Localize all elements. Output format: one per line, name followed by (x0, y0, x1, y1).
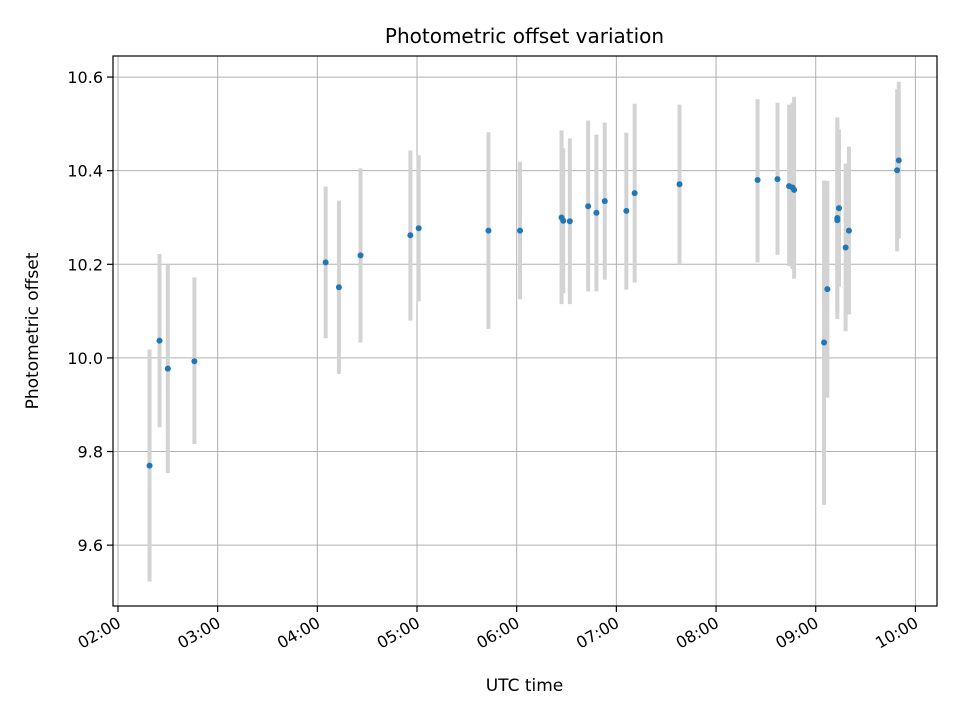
data-point (566, 218, 573, 225)
x-axis-title: UTC time (486, 676, 564, 696)
data-point (585, 203, 592, 210)
data-point (791, 186, 798, 193)
data-point (895, 157, 902, 164)
data-point (631, 190, 638, 197)
data-point (164, 365, 171, 372)
data-point (156, 337, 163, 344)
data-point (601, 198, 608, 205)
point-layer (146, 157, 902, 469)
data-point (415, 225, 422, 232)
data-point (754, 177, 761, 184)
y-tick-label: 10.6 (67, 68, 103, 87)
y-tick-label: 10.0 (67, 349, 103, 368)
y-axis-title: Photometric offset (23, 252, 43, 409)
data-point (335, 284, 342, 291)
data-point (845, 227, 852, 234)
data-point (560, 217, 567, 224)
y-tick-label: 10.2 (67, 255, 103, 274)
y-tick-label: 9.8 (78, 443, 103, 462)
y-tick-label: 9.6 (78, 536, 103, 555)
data-point (623, 207, 630, 214)
data-point (517, 227, 524, 234)
data-point (676, 181, 683, 188)
data-point (191, 358, 198, 365)
data-point (357, 252, 364, 259)
data-point (824, 286, 831, 293)
data-point (842, 244, 849, 251)
data-point (407, 232, 414, 239)
data-point (485, 227, 492, 234)
y-axis-ticks: 9.6 9.8 10.0 10.2 10.4 10.6 (67, 68, 113, 555)
y-tick-label: 10.4 (67, 162, 103, 181)
data-point (774, 176, 781, 183)
data-point (593, 209, 600, 216)
data-point (322, 259, 329, 266)
chart-title: Photometric offset variation (385, 24, 664, 48)
grid-layer (113, 56, 937, 606)
plot-frame (112, 55, 938, 607)
data-point (894, 167, 901, 174)
data-point (821, 339, 828, 346)
data-point (146, 462, 153, 469)
data-point (834, 217, 841, 224)
data-point (835, 205, 842, 212)
